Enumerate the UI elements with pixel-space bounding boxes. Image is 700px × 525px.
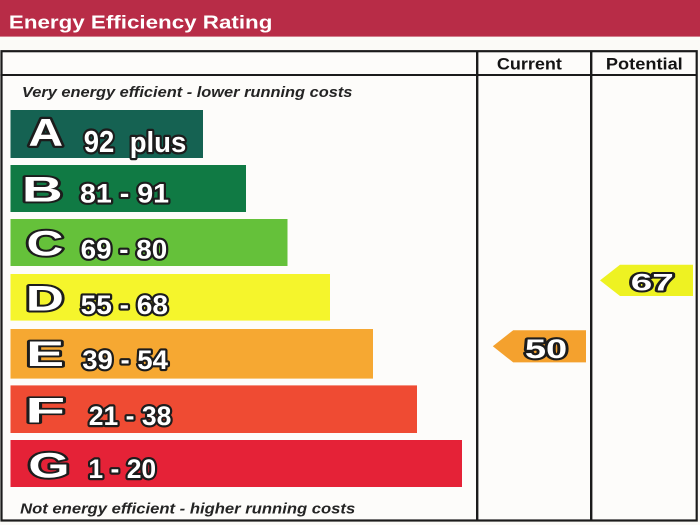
svg-text:50: 50 [525, 333, 567, 363]
svg-text:Not energy efficient - higher: Not energy efficient - higher running co… [20, 501, 355, 517]
svg-text:E: E [26, 335, 64, 374]
svg-text:Current: Current [497, 54, 562, 73]
svg-text:Energy Efficiency Rating: Energy Efficiency Rating [9, 12, 272, 33]
svg-text:67: 67 [631, 269, 674, 296]
svg-text:D: D [26, 279, 64, 318]
svg-text:69 - 80: 69 - 80 [81, 234, 168, 264]
svg-text:F: F [25, 391, 65, 430]
svg-text:Potential: Potential [606, 54, 683, 73]
svg-text:81 - 91: 81 - 91 [80, 178, 169, 208]
svg-text:55 - 68: 55 - 68 [81, 290, 168, 320]
svg-text:39 - 54: 39 - 54 [82, 345, 168, 374]
svg-text:A: A [28, 113, 63, 155]
svg-text:B: B [22, 170, 63, 209]
svg-text:G: G [28, 446, 69, 486]
svg-text:1 - 20: 1 - 20 [88, 454, 156, 484]
svg-text:21 - 38: 21 - 38 [89, 401, 172, 431]
svg-text:C: C [27, 224, 64, 263]
svg-text:plus: plus [130, 125, 187, 158]
svg-text:92: 92 [84, 126, 115, 160]
svg-text:Very energy efficient - lower: Very energy efficient - lower running co… [22, 85, 353, 101]
